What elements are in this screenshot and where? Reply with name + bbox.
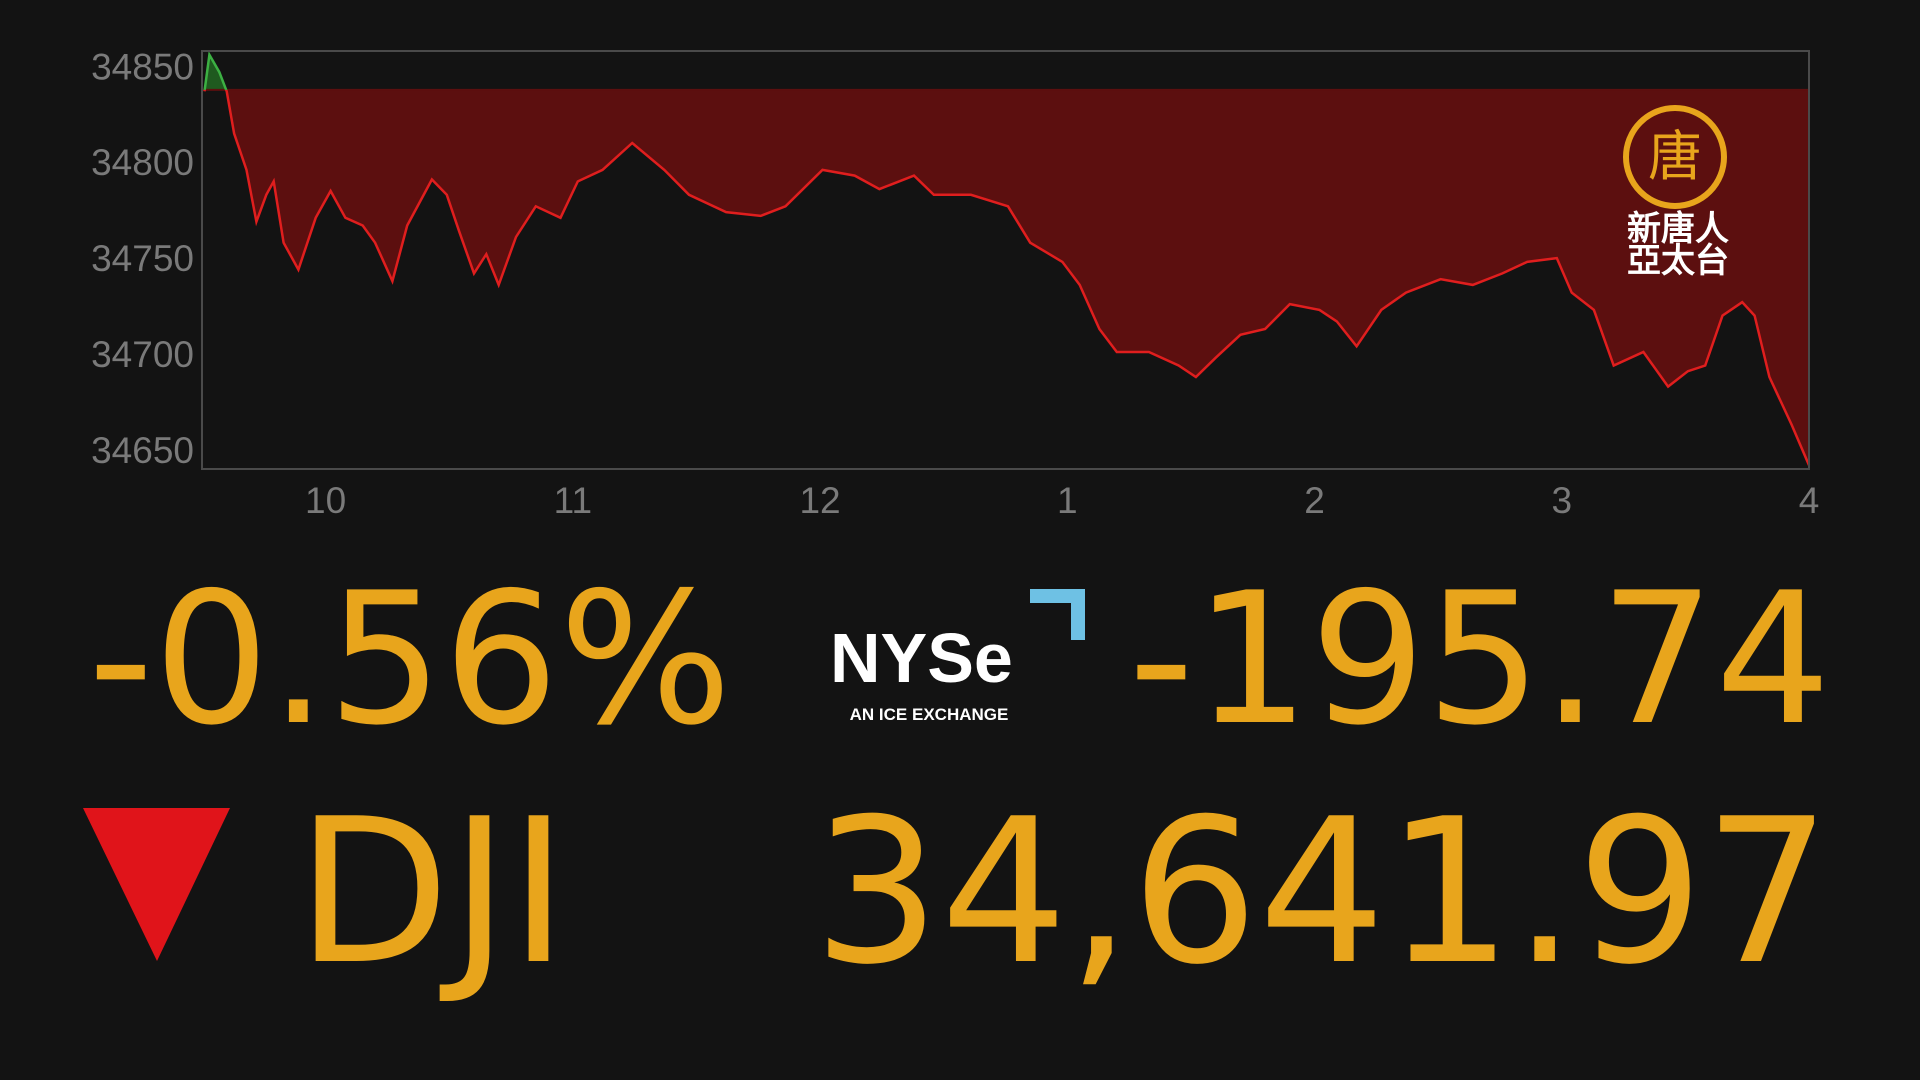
price: 34,641.97 [813, 776, 1831, 1009]
y-tick-label: 34850 [91, 46, 194, 87]
x-tick-label: 1 [1057, 480, 1078, 521]
point-change: -195.74 [1129, 553, 1832, 765]
x-tick-label: 11 [554, 480, 592, 521]
line-down [203, 89, 1811, 466]
down-arrow [83, 808, 230, 961]
symbol: DJI [296, 776, 568, 1009]
exchange-logo: NYSe AN ICE EXCHANGE [830, 589, 1085, 724]
x-tick-label: 12 [799, 480, 840, 521]
channel-logo: 唐 新唐人 亞太台 [1623, 105, 1729, 281]
y-tick-label: 34700 [91, 334, 194, 375]
y-tick-label: 34650 [91, 430, 194, 471]
percent-change: -0.56% [88, 553, 732, 765]
logo-tagline: AN ICE EXCHANGE [850, 705, 1009, 724]
x-tick-label: 2 [1304, 480, 1325, 521]
area-down [204, 89, 1809, 466]
logo-name: NYSe [830, 619, 1013, 697]
plot-frame [201, 50, 1810, 470]
logo-line2: 亞太台 [1627, 241, 1729, 281]
y-tick-label: 34800 [91, 142, 194, 183]
x-tick-label: 3 [1551, 480, 1572, 521]
logo-mark: 唐 [1648, 125, 1702, 188]
x-tick-label: 10 [305, 480, 346, 521]
logo-line1: 新唐人 [1627, 209, 1729, 249]
y-tick-label: 34750 [91, 238, 194, 279]
logo-ring [1623, 105, 1727, 209]
logo-corner [1030, 589, 1085, 640]
x-tick-label: 4 [1799, 480, 1820, 521]
